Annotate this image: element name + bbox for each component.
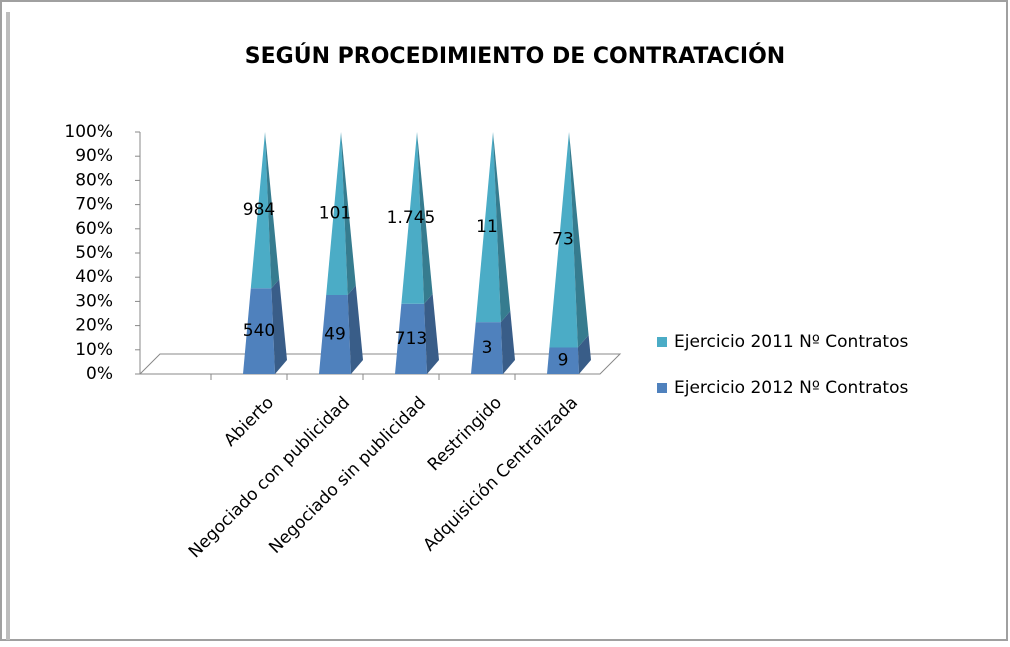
front-face bbox=[471, 322, 503, 374]
pyramid-segment bbox=[326, 132, 356, 295]
y-tick-label: 40% bbox=[75, 267, 113, 287]
data-label: 1.745 bbox=[387, 208, 436, 228]
data-label: 540 bbox=[243, 321, 275, 341]
data-label: 713 bbox=[395, 329, 427, 349]
pyramid-segment bbox=[395, 293, 439, 374]
pyramid-segment bbox=[471, 311, 515, 374]
y-tick-label: 60% bbox=[75, 219, 113, 239]
pyramid-segment bbox=[547, 334, 591, 374]
data-label: 9 bbox=[558, 351, 569, 371]
side-face bbox=[347, 285, 363, 374]
data-label: 101 bbox=[319, 203, 351, 223]
front-face bbox=[395, 303, 427, 374]
front-face bbox=[250, 132, 272, 289]
data-label: 11 bbox=[476, 217, 498, 237]
legend-label: Ejercicio 2012 Nº Contratos bbox=[674, 378, 908, 398]
data-label: 984 bbox=[243, 200, 275, 220]
front-face bbox=[326, 132, 348, 295]
y-tick-label: 80% bbox=[75, 170, 113, 190]
pyramid-segment bbox=[250, 132, 280, 289]
legend-swatch bbox=[657, 337, 667, 347]
legend-label: Ejercicio 2011 Nº Contratos bbox=[674, 332, 908, 352]
frame-edge bbox=[6, 12, 10, 640]
pyramid-segment bbox=[319, 285, 363, 374]
data-label: 3 bbox=[482, 338, 493, 358]
data-label: 73 bbox=[552, 230, 574, 250]
chart-title: SEGÚN PROCEDIMIENTO DE CONTRATACIÓN bbox=[245, 43, 785, 69]
pyramid-segment bbox=[475, 132, 511, 323]
y-tick-label: 0% bbox=[86, 364, 113, 384]
legend-swatch bbox=[657, 383, 667, 393]
side-face bbox=[569, 132, 589, 348]
side-face bbox=[271, 279, 287, 374]
pyramid-segment bbox=[243, 279, 287, 374]
pyramid-segment bbox=[401, 132, 433, 304]
y-tick-label: 10% bbox=[75, 340, 113, 360]
y-tick-label: 20% bbox=[75, 316, 113, 336]
data-label: 49 bbox=[324, 324, 346, 344]
front-face bbox=[475, 132, 501, 323]
side-face bbox=[424, 293, 439, 374]
y-tick-label: 30% bbox=[75, 291, 113, 311]
side-face bbox=[265, 132, 280, 289]
front-face bbox=[549, 132, 578, 348]
side-face bbox=[577, 334, 591, 374]
y-tick-label: 90% bbox=[75, 146, 113, 166]
y-tick-label: 50% bbox=[75, 243, 113, 263]
y-tick-label: 100% bbox=[64, 122, 113, 142]
side-face bbox=[417, 132, 433, 304]
side-face bbox=[341, 132, 356, 295]
y-tick-label: 70% bbox=[75, 195, 113, 215]
front-face bbox=[401, 132, 425, 304]
front-face bbox=[547, 347, 579, 374]
pyramid-segment bbox=[549, 132, 589, 348]
front-face bbox=[243, 288, 275, 374]
front-face bbox=[319, 294, 351, 374]
side-face bbox=[493, 132, 511, 323]
side-face bbox=[500, 311, 515, 374]
